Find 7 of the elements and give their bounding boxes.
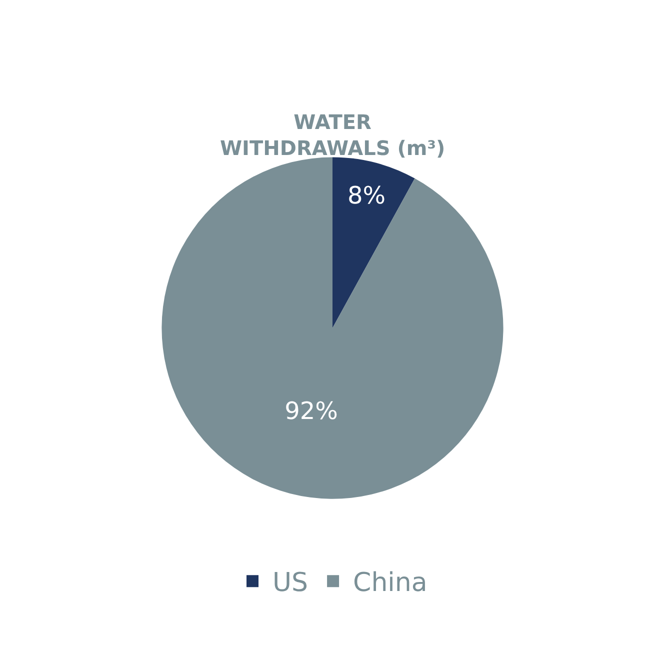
pie-slice [162, 157, 504, 499]
data-label: 8% [347, 182, 386, 210]
chart-title: WATER WITHDRAWALS (m³) [220, 110, 446, 160]
data-label: 92% [284, 396, 338, 425]
legend-label: US [272, 568, 308, 598]
legend-label: China [353, 568, 428, 598]
pie-slice [332, 157, 415, 328]
